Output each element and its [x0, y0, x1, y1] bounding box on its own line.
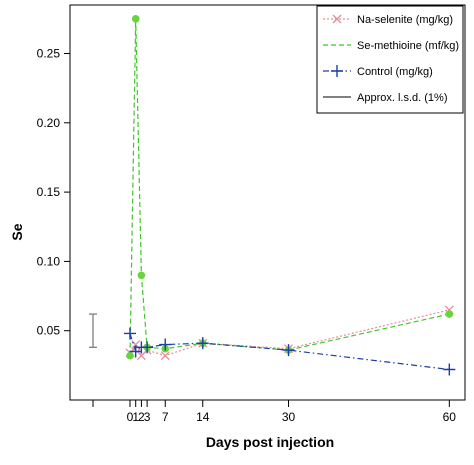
- series-line: [129, 18, 450, 356]
- plot-frame: [69, 4, 466, 401]
- x-tick-label: 3: [144, 410, 151, 424]
- data-point: [332, 14, 342, 24]
- data-point: [137, 271, 146, 280]
- lsd-layer: [89, 313, 97, 348]
- x-tick-label: 7: [162, 410, 169, 424]
- x-axis: 0 1 2 3 7 14 30 60: [92, 400, 457, 424]
- y-tick-label: 0.20: [37, 116, 61, 130]
- x-tick-label: 14: [196, 410, 210, 424]
- legend-label: Se-methioine (mf/kg): [357, 40, 459, 52]
- series-3: [124, 327, 456, 376]
- data-point: [159, 338, 172, 351]
- data-point: [282, 344, 295, 357]
- data-point: [141, 341, 154, 354]
- y-tick-label: 0.25: [37, 47, 61, 61]
- legend-label: Na-selenite (mg/kg): [357, 14, 453, 26]
- y-tick-label: 0.10: [37, 254, 61, 268]
- legend-label: Approx. l.s.d. (1%): [357, 92, 447, 104]
- legend-entry: Se-methioine (mf/kg): [323, 40, 459, 52]
- x-axis-title: Days post injection: [206, 434, 334, 450]
- data-point: [445, 310, 454, 318]
- data-point: [196, 337, 209, 350]
- y-axis-title: Se: [9, 223, 25, 240]
- x-tick-label: 2: [138, 410, 145, 424]
- y-tick-label: 0.05: [37, 324, 61, 338]
- legend-entry: Na-selenite (mg/kg): [323, 14, 453, 26]
- legend-entry: Approx. l.s.d. (1%): [323, 92, 447, 104]
- x-tick-label: 60: [443, 410, 457, 424]
- series-line: [129, 333, 450, 371]
- x-tick-label: 0: [127, 410, 134, 424]
- data-point: [160, 351, 170, 361]
- x-tick-label: 30: [282, 410, 296, 424]
- legend: Na-selenite (mg/kg) Se-methioine (mf/kg) C…: [316, 5, 464, 114]
- data-point: [131, 15, 140, 23]
- data-point: [331, 65, 343, 77]
- series-layer: [124, 15, 456, 376]
- plot-border: [69, 4, 466, 401]
- y-axis: 0.05 0.10 0.15 0.20 0.25: [37, 47, 70, 338]
- data-point: [124, 327, 136, 340]
- legend-box: [316, 5, 464, 114]
- legend-label: Control (mg/kg): [357, 66, 433, 78]
- data-point: [126, 351, 134, 360]
- data-point: [443, 363, 456, 376]
- x-tick-label: 1: [132, 410, 139, 424]
- y-tick-label: 0.15: [37, 185, 61, 199]
- legend-entry: Control (mg/kg): [323, 65, 433, 78]
